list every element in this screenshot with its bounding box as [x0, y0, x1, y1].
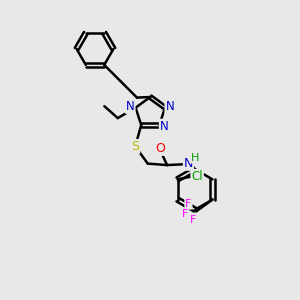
Text: F: F	[182, 209, 188, 219]
Text: F: F	[185, 199, 192, 209]
Text: N: N	[184, 157, 193, 170]
Text: S: S	[131, 140, 139, 153]
Text: N: N	[126, 100, 135, 113]
Text: O: O	[156, 142, 166, 155]
Text: F: F	[189, 215, 196, 225]
Text: Cl: Cl	[191, 170, 203, 183]
Text: N: N	[165, 100, 174, 113]
Text: H: H	[191, 153, 199, 163]
Text: N: N	[160, 120, 169, 133]
